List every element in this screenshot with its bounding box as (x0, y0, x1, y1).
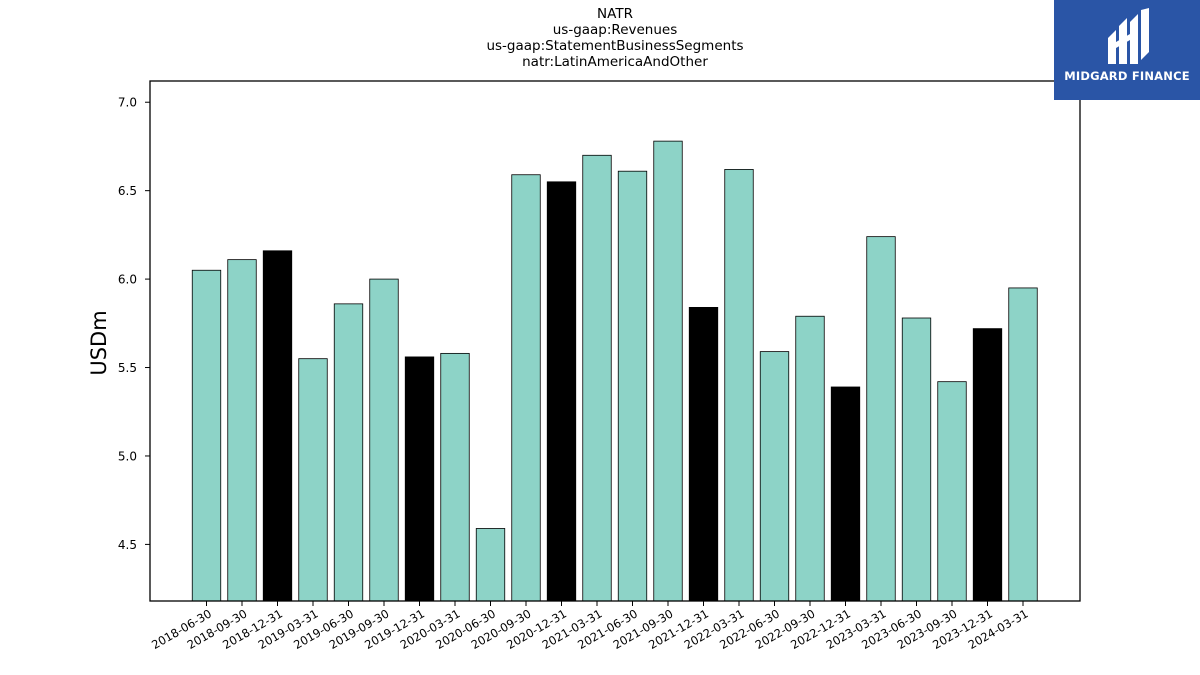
bar-2019-12-31 (404, 356, 435, 602)
bar-2023-06-30 (901, 317, 932, 602)
bar-2020-12-31 (546, 181, 577, 602)
y-tick-label: 5.0 (118, 449, 137, 463)
logo-text: MIDGARD FINANCE (1064, 69, 1190, 83)
bar-2019-09-30 (369, 278, 399, 602)
y-tick-label: 5.5 (118, 361, 137, 375)
bar-2019-06-30 (333, 303, 364, 602)
y-tick-label: 4.5 (118, 538, 137, 552)
chart-title-axis: us-gaap:StatementBusinessSegments (486, 38, 744, 54)
y-axis-label: USDm (87, 310, 111, 375)
y-tick-label: 6.0 (118, 273, 137, 287)
bar-2023-03-31 (866, 236, 896, 602)
bars-group (191, 140, 1038, 602)
logo-mark-icon (1108, 8, 1149, 64)
bar-2018-06-30 (191, 269, 222, 602)
bar-2021-09-30 (653, 140, 683, 602)
chart-title-member: natr:LatinAmericaAndOther (522, 54, 708, 70)
midgard-finance-logo: MIDGARD FINANCE (1054, 0, 1200, 100)
chart-title-ticker: NATR (597, 6, 633, 22)
bar-2023-09-30 (937, 381, 967, 602)
chart-title-concept: us-gaap:Revenues (552, 22, 678, 38)
bar-2020-03-31 (440, 352, 470, 602)
bar-2022-06-30 (759, 351, 790, 602)
bar-2021-12-31 (688, 306, 719, 602)
bar-2021-03-31 (582, 154, 612, 602)
bar-2022-09-30 (795, 315, 825, 602)
y-tick-label: 7.0 (118, 96, 137, 110)
y-axis: 4.5 5.0 5.5 6.0 6.5 7.0 (118, 96, 150, 552)
bar-2022-03-31 (724, 169, 754, 602)
bar-2018-12-31 (262, 250, 293, 602)
chart-title-block: NATR us-gaap:Revenues us-gaap:StatementB… (0, 6, 1200, 70)
bar-2022-12-31 (830, 386, 861, 602)
bar-2023-12-31 (972, 328, 1003, 602)
bar-2021-06-30 (617, 170, 648, 602)
plot-frame (149, 80, 1081, 602)
bar-2020-06-30 (475, 528, 506, 602)
bar-2019-03-31 (298, 358, 328, 602)
x-axis: 2018-06-302018-09-302018-12-312019-03-31… (149, 601, 1031, 652)
bar-2020-09-30 (511, 174, 541, 602)
y-tick-label: 6.5 (118, 184, 137, 198)
bar-2018-09-30 (227, 259, 257, 602)
bar-2024-03-31 (1008, 287, 1038, 602)
